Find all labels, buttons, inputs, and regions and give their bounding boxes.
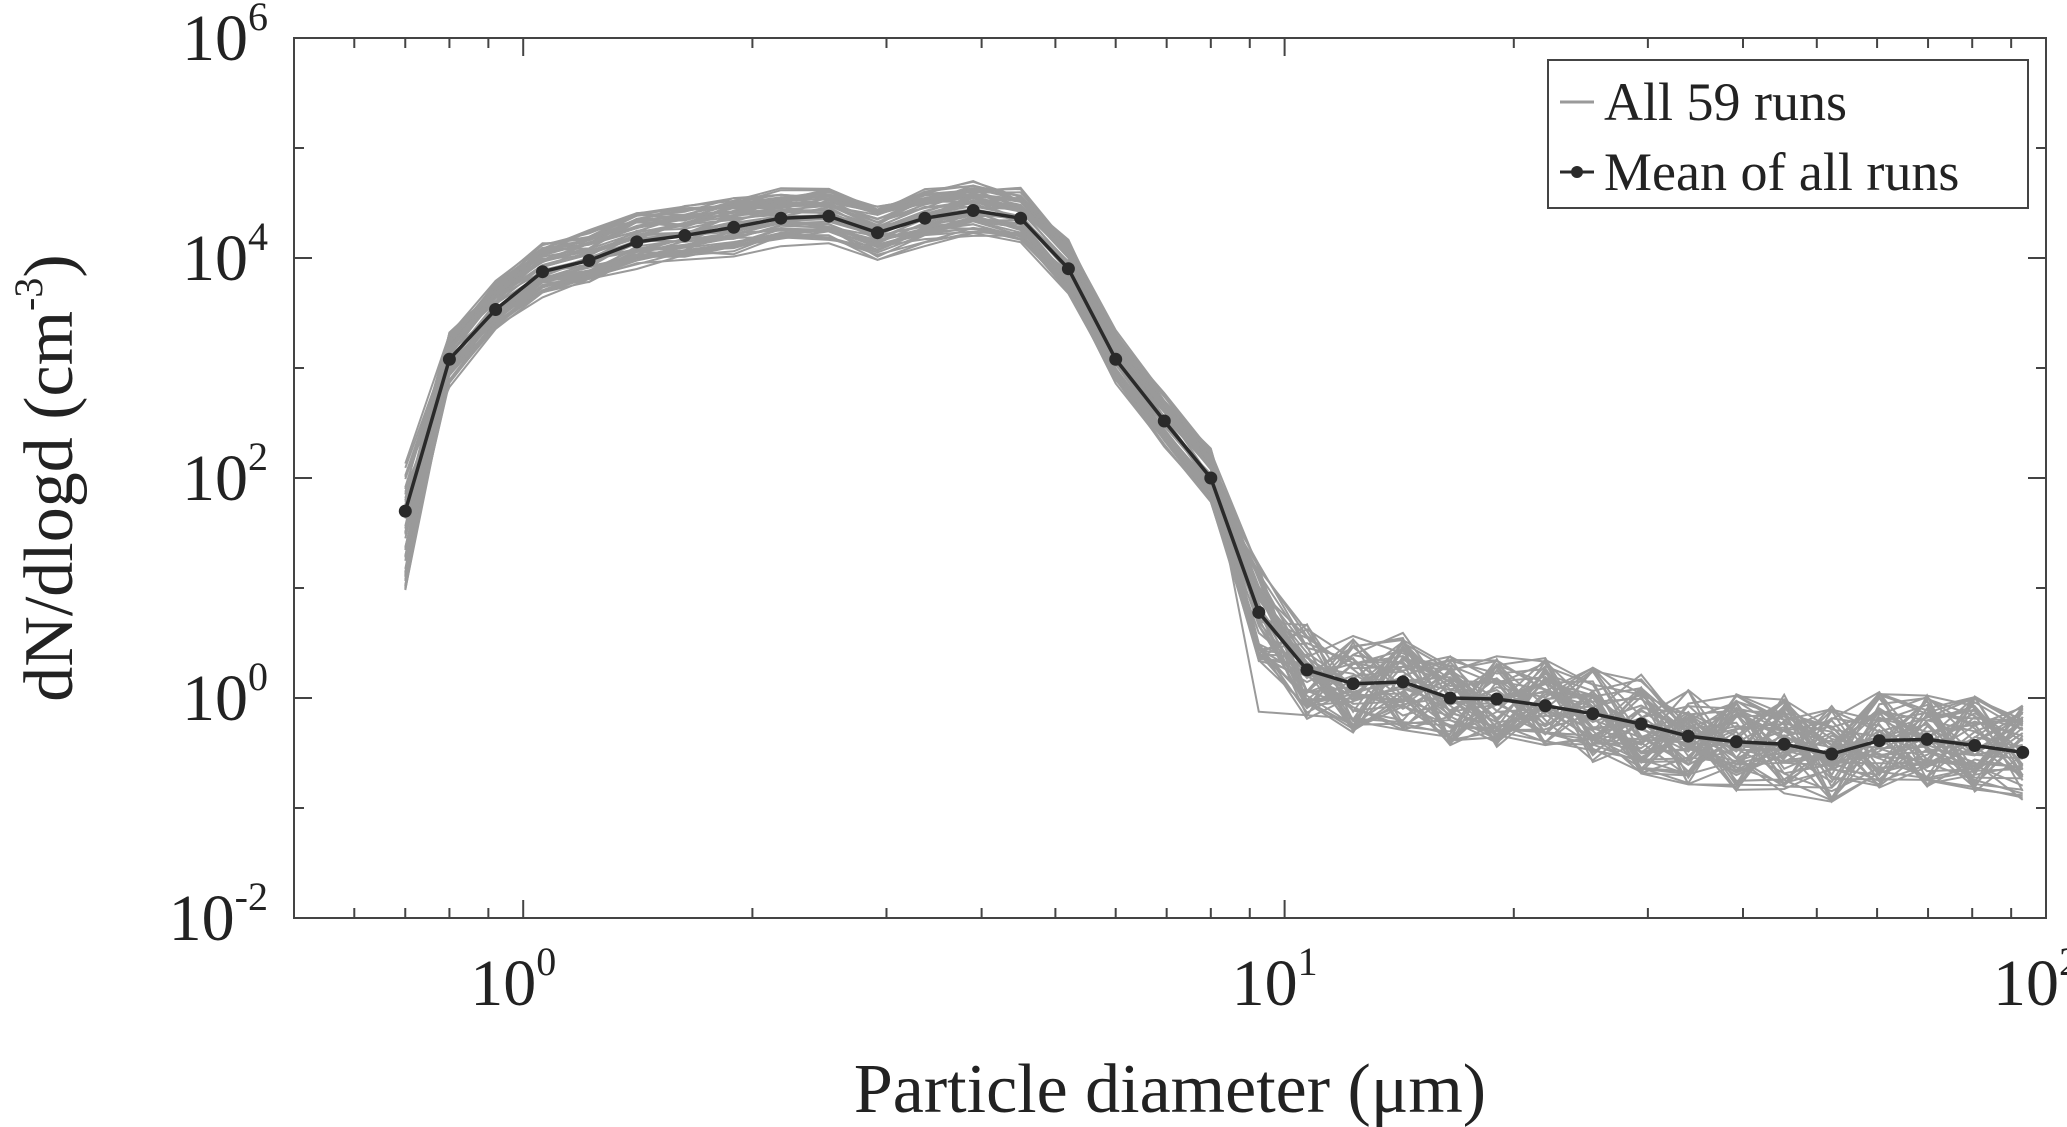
mean-point	[1396, 675, 1410, 689]
mean-point	[1634, 717, 1648, 731]
mean-point	[1443, 691, 1457, 705]
mean-point	[2016, 745, 2030, 759]
y-tick-label: 100	[182, 654, 268, 735]
mean-point	[1204, 471, 1218, 485]
mean-point	[536, 265, 549, 279]
mean-point	[774, 211, 788, 225]
mean-series	[398, 204, 2030, 761]
y-tick-label: 10-2	[169, 874, 268, 955]
mean-point	[1014, 211, 1028, 225]
y-tick-label: 106	[182, 0, 268, 75]
all-runs-lines	[404, 179, 2024, 804]
mean-point	[630, 235, 644, 249]
mean-point	[1777, 737, 1791, 751]
y-tick-label: 102	[182, 434, 268, 515]
x-tick-label: 102	[1993, 939, 2067, 1020]
mean-point	[1825, 747, 1839, 761]
mean-point	[918, 211, 932, 225]
legend-label-mean: Mean of all runs	[1604, 142, 1959, 202]
mean-point	[1586, 707, 1600, 721]
mean-point	[822, 209, 836, 223]
mean-point	[966, 204, 980, 217]
run-line	[404, 220, 2024, 772]
mean-point	[398, 504, 412, 518]
run-line	[404, 218, 2024, 789]
mean-point	[442, 352, 456, 366]
mean-point	[1061, 262, 1075, 276]
x-tick-labels: 100 101 102	[470, 939, 2067, 1020]
mean-point	[1300, 663, 1314, 677]
mean-point	[1252, 605, 1266, 619]
x-tick-label: 100	[470, 939, 556, 1020]
axis-ticks	[293, 37, 2047, 919]
run-line	[404, 199, 2024, 791]
mean-point	[1681, 729, 1695, 743]
mean-point	[1729, 735, 1743, 749]
mean-point	[489, 303, 503, 316]
mean-point	[727, 220, 741, 234]
mean-point	[1872, 734, 1886, 748]
y-axis-title: dN/dlogd (cm-3)	[6, 254, 88, 701]
mean-point	[1346, 677, 1360, 691]
x-tick-label: 101	[1232, 939, 1318, 1020]
y-tick-label: 104	[182, 214, 268, 295]
y-tick-labels: 10-2 100 102 104 106	[169, 0, 268, 955]
mean-point	[1968, 739, 1982, 752]
mean-point	[678, 229, 692, 242]
mean-point	[1920, 732, 1934, 746]
mean-point	[582, 254, 596, 267]
legend-label-runs: All 59 runs	[1604, 72, 1847, 132]
run-line	[404, 214, 2024, 779]
mean-point	[871, 226, 884, 240]
legend-swatch-mean-marker	[1571, 166, 1583, 178]
legend-box	[1547, 59, 2029, 209]
mean-point	[1490, 692, 1504, 706]
mean-point	[1538, 699, 1552, 713]
x-axis-title: Particle diameter (μm)	[854, 1051, 1486, 1127]
mean-point	[1157, 414, 1171, 428]
run-line	[404, 194, 2023, 791]
mean-point	[1109, 352, 1123, 366]
legend: All 59 runs Mean of all runs	[1547, 59, 2029, 209]
